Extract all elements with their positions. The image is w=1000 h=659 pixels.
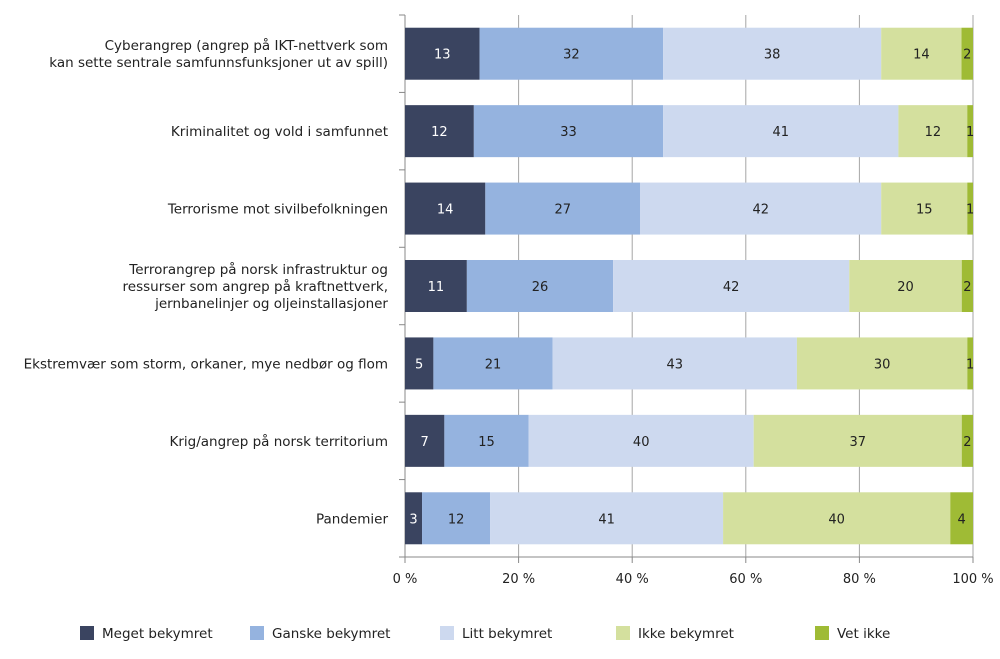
data-label: 7: [421, 435, 429, 450]
bar-segment: [405, 27, 480, 80]
data-label: 41: [773, 125, 790, 140]
legend-label: Ikke bekymret: [638, 626, 734, 642]
x-tick-label: 40 %: [616, 572, 649, 587]
category-label: Ekstremvær som storm, orkaner, mye nedbø…: [24, 356, 388, 372]
x-tick-label: 80 %: [843, 572, 876, 587]
bar-segment: [967, 182, 973, 235]
data-label: 14: [913, 48, 930, 63]
bar-segment: [881, 27, 962, 80]
data-label: 38: [764, 48, 781, 63]
data-label: 42: [723, 280, 740, 295]
bar-segment: [663, 27, 882, 80]
bar-segment: [723, 492, 951, 545]
data-label: 32: [563, 48, 580, 63]
data-label: 30: [874, 357, 891, 372]
legend-label: Meget bekymret: [102, 626, 213, 642]
category-label: Krig/angrep på norsk territorium: [169, 433, 388, 450]
data-label: 1: [966, 203, 974, 218]
bar-segment: [405, 105, 474, 158]
data-label: 26: [532, 280, 549, 295]
data-label: 12: [448, 512, 465, 527]
bar-segment: [479, 27, 664, 80]
legend-label: Ganske bekymret: [272, 626, 390, 642]
bar-segment: [961, 27, 973, 80]
data-label: 2: [963, 48, 971, 63]
bar-segment: [663, 105, 899, 158]
data-label: 37: [849, 435, 866, 450]
legend-swatch: [80, 626, 94, 640]
data-label: 2: [963, 435, 971, 450]
legend-swatch: [815, 626, 829, 640]
category-label: ressurser som angrep på kraftnettverk,: [123, 278, 388, 295]
data-label: 5: [415, 357, 423, 372]
data-label: 33: [560, 125, 577, 140]
data-label: 15: [478, 435, 495, 450]
data-label: 20: [897, 280, 914, 295]
category-label: kan sette sentrale samfunnsfunksjoner ut…: [49, 55, 388, 71]
bar-segment: [898, 105, 968, 158]
legend-swatch: [440, 626, 454, 640]
bar-segment: [405, 414, 445, 467]
data-label: 40: [828, 512, 845, 527]
x-tick-label: 0 %: [393, 572, 418, 587]
bar-segment: [950, 492, 973, 545]
bar-segment: [485, 182, 641, 235]
legend-label: Vet ikke: [837, 626, 890, 642]
category-label: jernbanelinjer og oljeinstallasjoner: [154, 296, 388, 312]
bar-segment: [753, 414, 962, 467]
category-label: Terrorangrep på norsk infrastruktur og: [128, 261, 388, 278]
category-label: Terrorisme mot sivilbefolkningen: [167, 202, 388, 218]
data-label: 41: [598, 512, 615, 527]
data-label: 12: [925, 125, 942, 140]
data-label: 4: [957, 512, 965, 527]
legend-swatch: [616, 626, 630, 640]
data-label: 12: [431, 125, 448, 140]
data-label: 11: [428, 280, 445, 295]
bar-segment: [466, 260, 614, 312]
bar-segment: [796, 337, 968, 390]
data-label: 14: [437, 203, 454, 218]
bar-segment: [405, 492, 423, 545]
bar-segment: [433, 337, 553, 390]
bar-segment: [473, 105, 664, 158]
data-label: 27: [555, 203, 572, 218]
bar-segment: [405, 260, 467, 312]
bar-segment: [613, 260, 850, 312]
data-label: 1: [966, 125, 974, 140]
x-tick-label: 20 %: [502, 572, 535, 587]
data-label: 15: [916, 203, 933, 218]
x-tick-label: 100 %: [952, 572, 993, 587]
data-label: 42: [752, 203, 769, 218]
bar-segment: [422, 492, 491, 545]
legend-label: Litt bekymret: [462, 626, 552, 642]
data-label: 43: [667, 357, 684, 372]
category-label: Kriminalitet og vold i samfunnet: [171, 124, 388, 140]
bar-segment: [961, 260, 973, 312]
data-label: 2: [963, 280, 971, 295]
legend-swatch: [250, 626, 264, 640]
category-label: Cyberangrep (angrep på IKT-nettverk som: [105, 37, 388, 54]
bar-segment: [405, 337, 434, 390]
bar-segment: [881, 182, 968, 235]
data-label: 13: [434, 48, 451, 63]
data-label: 40: [633, 435, 650, 450]
category-label: Pandemier: [316, 511, 388, 527]
x-tick-label: 60 %: [729, 572, 762, 587]
bar-segment: [444, 414, 529, 467]
bar-segment: [552, 337, 797, 390]
data-label: 3: [409, 512, 417, 527]
bar-segment: [967, 105, 973, 158]
bar-segment: [849, 260, 962, 312]
data-label: 1: [966, 357, 974, 372]
bar-segment: [528, 414, 754, 467]
bar-segment: [490, 492, 724, 545]
bar-segment: [405, 182, 486, 235]
bar-segment: [640, 182, 882, 235]
bar-segment: [967, 337, 973, 390]
bar-segment: [961, 414, 973, 467]
data-label: 21: [485, 357, 502, 372]
